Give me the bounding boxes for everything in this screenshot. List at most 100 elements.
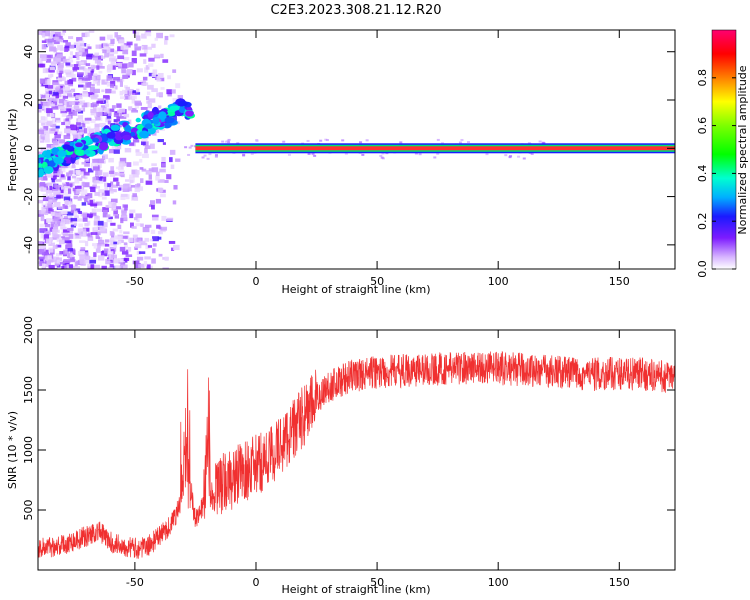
heatmap-cell: [133, 31, 140, 37]
x-tick-label: 100: [488, 576, 509, 589]
heatmap-cell: [45, 208, 51, 214]
heatmap-cell: [287, 153, 291, 156]
heatmap-cell: [140, 106, 148, 110]
heatmap-cell: [77, 251, 85, 257]
heatmap-cell: [148, 63, 154, 67]
heatmap-cell: [71, 162, 76, 168]
heatmap-cell: [92, 137, 100, 143]
heatmap-cell: [162, 142, 166, 145]
heatmap-cell: [78, 126, 83, 130]
heatmap-cell: [93, 104, 98, 108]
heatmap-cell: [151, 167, 159, 173]
heatmap-cell: [95, 44, 101, 49]
heatmap-cell: [135, 223, 141, 227]
heatmap-cell: [89, 259, 97, 264]
heatmap-cell: [152, 236, 159, 242]
heatmap-cell: [105, 103, 110, 108]
heatmap-cell: [127, 119, 132, 125]
heatmap-cell: [103, 248, 109, 254]
heatmap-cell: [90, 232, 98, 235]
heatmap-cell: [42, 68, 49, 74]
heatmap-cell: [56, 120, 61, 124]
heatmap-cell: [134, 103, 140, 109]
heatmap-cell: [106, 69, 112, 73]
heatmap-cell: [126, 69, 133, 74]
heatmap-cell: [117, 172, 124, 176]
heatmap-cell: [79, 231, 86, 237]
heatmap-cell: [85, 159, 90, 163]
heatmap-cell: [52, 140, 59, 146]
heatmap-cell: [169, 105, 180, 111]
heatmap-cell: [134, 43, 138, 47]
heatmap-cell: [39, 223, 44, 228]
heatmap-cell: [436, 152, 440, 155]
heatmap-cell: [143, 48, 148, 55]
heatmap-cell: [60, 222, 66, 227]
heatmap-cell: [60, 107, 67, 111]
heatmap-cell: [112, 228, 119, 232]
heatmap-cell: [110, 188, 117, 193]
heatmap-cell: [149, 143, 155, 149]
heatmap-cell: [63, 216, 68, 220]
heatmap-cell: [131, 69, 136, 76]
heatmap-cell: [214, 154, 218, 157]
heatmap-cell: [131, 98, 136, 104]
heatmap-cell: [156, 78, 162, 82]
heatmap-cell: [87, 46, 92, 50]
heatmap-cell: [60, 32, 65, 36]
heatmap-cell: [365, 139, 369, 142]
heatmap-cell: [74, 215, 79, 218]
heatmap-cell: [92, 54, 98, 59]
heatmap-cell: [48, 38, 55, 44]
heatmap-cell: [100, 133, 109, 143]
heatmap-cell: [74, 235, 82, 239]
heatmap-cell: [67, 248, 74, 252]
heatmap-cell: [60, 226, 67, 230]
heatmap-cell: [77, 132, 83, 135]
heatmap-cell: [69, 100, 76, 106]
heatmap-cell: [71, 204, 77, 210]
heatmap-cell: [135, 117, 141, 123]
heatmap-cell: [59, 85, 65, 89]
heatmap-cell: [53, 156, 64, 165]
spectrogram-xlabel: Height of straight line (km): [281, 283, 430, 296]
heatmap-cell: [98, 267, 103, 269]
heatmap-cell: [140, 178, 144, 183]
heatmap-cell: [206, 157, 210, 160]
heatmap-cell: [41, 252, 48, 256]
heatmap-cell: [82, 213, 90, 218]
heatmap-cell: [78, 48, 85, 53]
y-tick-label: 20: [22, 93, 35, 107]
heatmap-cell: [104, 186, 109, 191]
heatmap-cell: [50, 175, 57, 180]
heatmap-cell: [147, 112, 154, 118]
heatmap-cell: [151, 205, 155, 210]
heatmap-cell: [70, 217, 78, 222]
heatmap-cell: [40, 134, 45, 140]
heatmap-cell: [96, 111, 103, 117]
heatmap-cell: [47, 100, 52, 105]
heatmap-cell: [87, 92, 95, 97]
heatmap-cell: [71, 175, 77, 179]
heatmap-cell: [38, 176, 44, 181]
heatmap-cell: [54, 184, 58, 188]
heatmap-cell: [103, 172, 109, 177]
heatmap-cell: [116, 34, 122, 40]
heatmap-cell: [130, 222, 134, 228]
heatmap-cell: [102, 209, 108, 214]
heatmap-cell: [103, 46, 109, 50]
heatmap-cell: [45, 58, 52, 63]
x-tick-label: 150: [609, 576, 630, 589]
heatmap-cell: [90, 264, 95, 269]
heatmap-cell: [173, 185, 178, 190]
heatmap-cell: [99, 178, 104, 184]
heatmap-cell: [70, 209, 75, 214]
heatmap-cell: [56, 195, 61, 199]
heatmap-cell: [108, 57, 116, 62]
heatmap-cell: [81, 32, 88, 38]
heatmap-cell: [48, 207, 53, 211]
heatmap-cell: [75, 94, 83, 100]
heatmap-cell: [138, 263, 145, 268]
x-tick-label: 100: [488, 275, 509, 288]
colorbar-label: Normalized spectral amplitude: [736, 65, 749, 234]
